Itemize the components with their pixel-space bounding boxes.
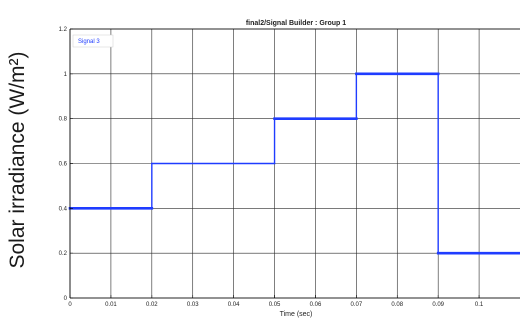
- y-tick-label: 0.4: [59, 206, 68, 212]
- x-tick-label: 0.01: [105, 302, 117, 308]
- x-tick-label: 0: [68, 302, 72, 308]
- legend-box: [72, 34, 114, 48]
- x-tick-labels: 0 0.01 0.02 0.03 0.04 0.05 0.06 0.07 0.08 0.09 0.1: [68, 302, 484, 308]
- x-tick-label: 0.04: [228, 302, 240, 308]
- y-tick-label: 0.8: [59, 117, 68, 123]
- y-axis-title: Solar irradiance (W/m²): [6, 51, 29, 268]
- y-tick-labels: 0 0.2 0.4 0.6 0.8 1 1.2: [59, 27, 68, 302]
- x-tick-label: 0.08: [391, 302, 403, 308]
- y-tick-label: 0: [64, 296, 68, 302]
- x-tick-label: 0.03: [187, 302, 199, 308]
- x-tick-label: 0.07: [351, 302, 363, 308]
- x-tick-label: 0.09: [432, 302, 444, 308]
- x-tick-label: 0.05: [269, 302, 281, 308]
- y-tick-label: 1: [64, 72, 68, 78]
- x-tick-label: 0.02: [146, 302, 158, 308]
- y-tick-label: 0.6: [59, 162, 68, 168]
- plot-frame: [69, 28, 520, 299]
- x-axis-title: Time (sec): [280, 311, 313, 318]
- chart-title: final2/Signal Builder : Group 1: [246, 20, 346, 27]
- x-tick-label: 0.06: [310, 302, 322, 308]
- y-tick-label: 1.2: [59, 27, 68, 33]
- series-layer: [68, 72, 520, 255]
- legend: Signal 3: [72, 34, 114, 48]
- x-tick-label: 0.1: [475, 302, 484, 308]
- y-tick-label: 0.2: [59, 251, 68, 257]
- legend-label: Signal 3: [78, 39, 100, 45]
- grid: [69, 28, 520, 299]
